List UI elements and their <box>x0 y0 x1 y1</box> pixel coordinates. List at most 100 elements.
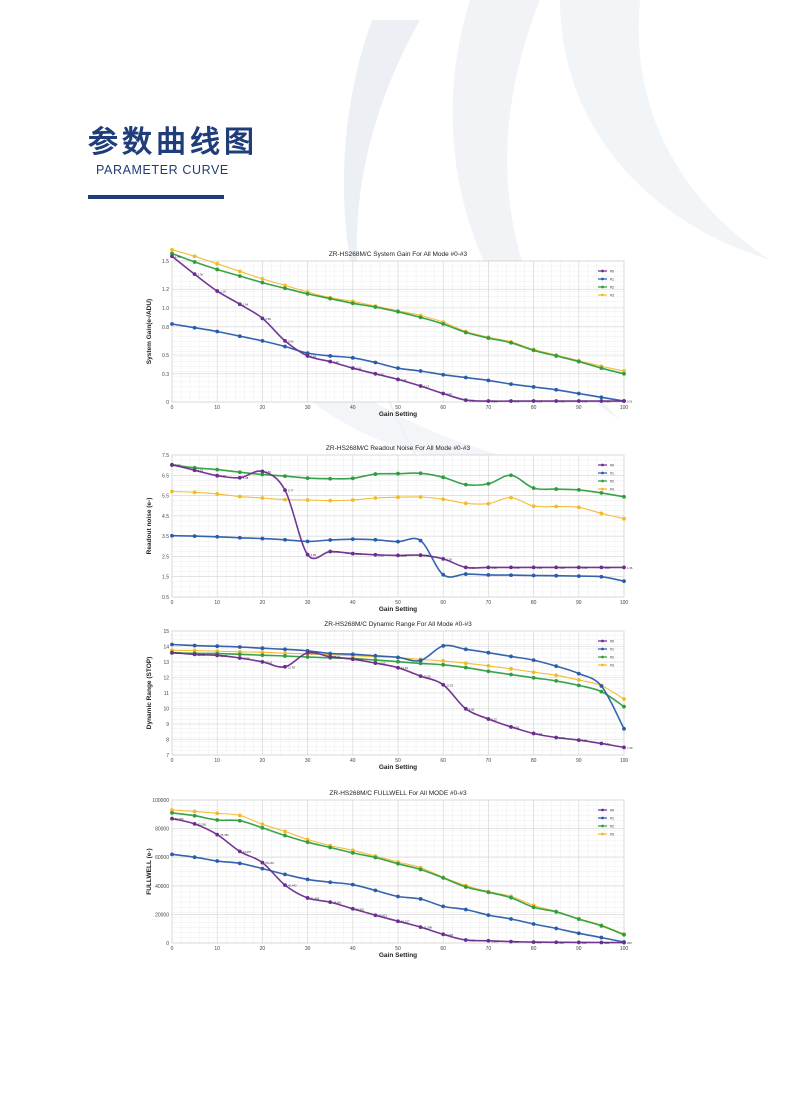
data-point <box>305 877 310 882</box>
data-point <box>350 476 355 481</box>
readout-noise-chart: 0.5 1.5 2.5 3.5 4.5 5.5 6.5 7.5 0 10 20 30 40 50 60 70 8… <box>140 430 640 613</box>
data-point <box>373 913 378 918</box>
data-point <box>576 359 581 364</box>
data-point <box>215 818 220 822</box>
data-point <box>237 470 242 475</box>
data-point <box>283 283 287 288</box>
data-point <box>350 851 355 855</box>
legend-entry: #3 <box>610 833 614 837</box>
data-point <box>350 906 355 911</box>
y-tick-label: 8 <box>166 738 169 744</box>
data-point <box>599 923 604 928</box>
x-tick-label: 90 <box>576 405 582 411</box>
data-point <box>486 717 491 721</box>
title-underline-bar <box>88 195 224 199</box>
x-tick-label: 30 <box>305 758 311 764</box>
x-tick-label: 50 <box>395 405 401 411</box>
legend-swatch-marker <box>601 285 604 289</box>
data-point <box>554 664 559 669</box>
data-label: 0.49 <box>311 354 317 358</box>
x-tick-label: 40 <box>350 946 356 952</box>
data-label: 0.01 <box>627 400 633 404</box>
data-point <box>418 471 423 476</box>
data-point <box>418 538 423 543</box>
legend-entry: #0 <box>610 809 614 813</box>
data-label: 1.96 <box>537 566 543 570</box>
data-point <box>283 344 287 349</box>
data-point <box>170 254 174 259</box>
data-point <box>509 672 513 677</box>
data-point <box>328 900 333 905</box>
data-point <box>328 476 333 481</box>
data-label: 1.96 <box>559 566 565 570</box>
data-point <box>373 552 378 557</box>
data-point <box>215 832 220 837</box>
legend-entry: #0 <box>610 464 614 468</box>
x-tick-label: 100 <box>620 405 629 411</box>
data-label: 7.02 <box>175 463 181 467</box>
data-point <box>170 247 174 252</box>
legend-swatch-marker <box>601 816 604 820</box>
data-point <box>283 474 287 478</box>
x-tick-label: 100 <box>620 758 629 764</box>
data-point <box>170 462 174 467</box>
data-point <box>283 651 287 656</box>
data-point <box>170 852 174 857</box>
x-tick-label: 0 <box>171 758 174 764</box>
data-point <box>599 689 604 694</box>
data-label: 12.09 <box>424 675 431 679</box>
y-tick-label: 12 <box>163 676 169 682</box>
data-point <box>170 251 174 256</box>
legend-entry: #1 <box>610 817 614 821</box>
data-label: 1.96 <box>491 566 497 570</box>
data-point <box>463 572 468 576</box>
data-point <box>305 840 310 845</box>
data-point <box>192 254 197 259</box>
data-point <box>305 292 310 296</box>
y-tick-label: 5.5 <box>162 494 169 500</box>
data-point <box>509 654 513 659</box>
data-point <box>576 671 581 676</box>
data-point <box>463 665 468 670</box>
data-label: 8.81 <box>514 725 520 729</box>
data-point <box>486 913 491 918</box>
data-point <box>576 940 581 945</box>
data-point <box>531 399 536 403</box>
data-point <box>283 286 287 291</box>
data-point <box>305 354 310 358</box>
data-point <box>622 371 626 376</box>
page-title-chinese: 参数曲线图 <box>88 125 258 160</box>
x-tick-label: 50 <box>395 758 401 764</box>
data-point <box>328 538 333 542</box>
data-point <box>622 704 626 709</box>
data-point <box>463 501 468 506</box>
data-point <box>170 816 174 821</box>
data-label: 2.55 <box>401 554 407 558</box>
y-tick-label: 0.5 <box>162 353 169 359</box>
y-tick-label: 7 <box>166 753 169 759</box>
data-point <box>396 553 400 558</box>
data-point <box>554 940 559 945</box>
data-point <box>599 940 604 945</box>
y-tick-label: 1.5 <box>162 575 169 581</box>
data-label: 0.01 <box>559 400 565 404</box>
x-tick-label: 30 <box>305 405 311 411</box>
data-point <box>328 654 333 659</box>
data-point <box>237 334 242 339</box>
data-point <box>531 658 536 663</box>
x-tick-label: 0 <box>171 405 174 411</box>
data-label: 0.02 <box>469 399 475 403</box>
data-point <box>328 296 333 301</box>
data-label: 13.49 <box>198 653 205 657</box>
legend-swatch-marker <box>601 824 604 828</box>
system-gain-chart: 0 0.3 0.5 0.8 1.0 1.2 1.5 0 10 20 30 40 50 60 70 80 90 10… <box>140 242 640 422</box>
data-label: 6,060 <box>446 933 453 937</box>
data-point <box>554 573 559 578</box>
data-point <box>192 652 197 657</box>
data-point <box>463 330 468 335</box>
data-point <box>192 648 197 653</box>
page-title-english: PARAMETER CURVE <box>96 163 229 177</box>
data-label: 15,217 <box>401 920 410 924</box>
data-label: 1.55 <box>175 255 181 259</box>
data-label: 56,210 <box>265 861 274 865</box>
